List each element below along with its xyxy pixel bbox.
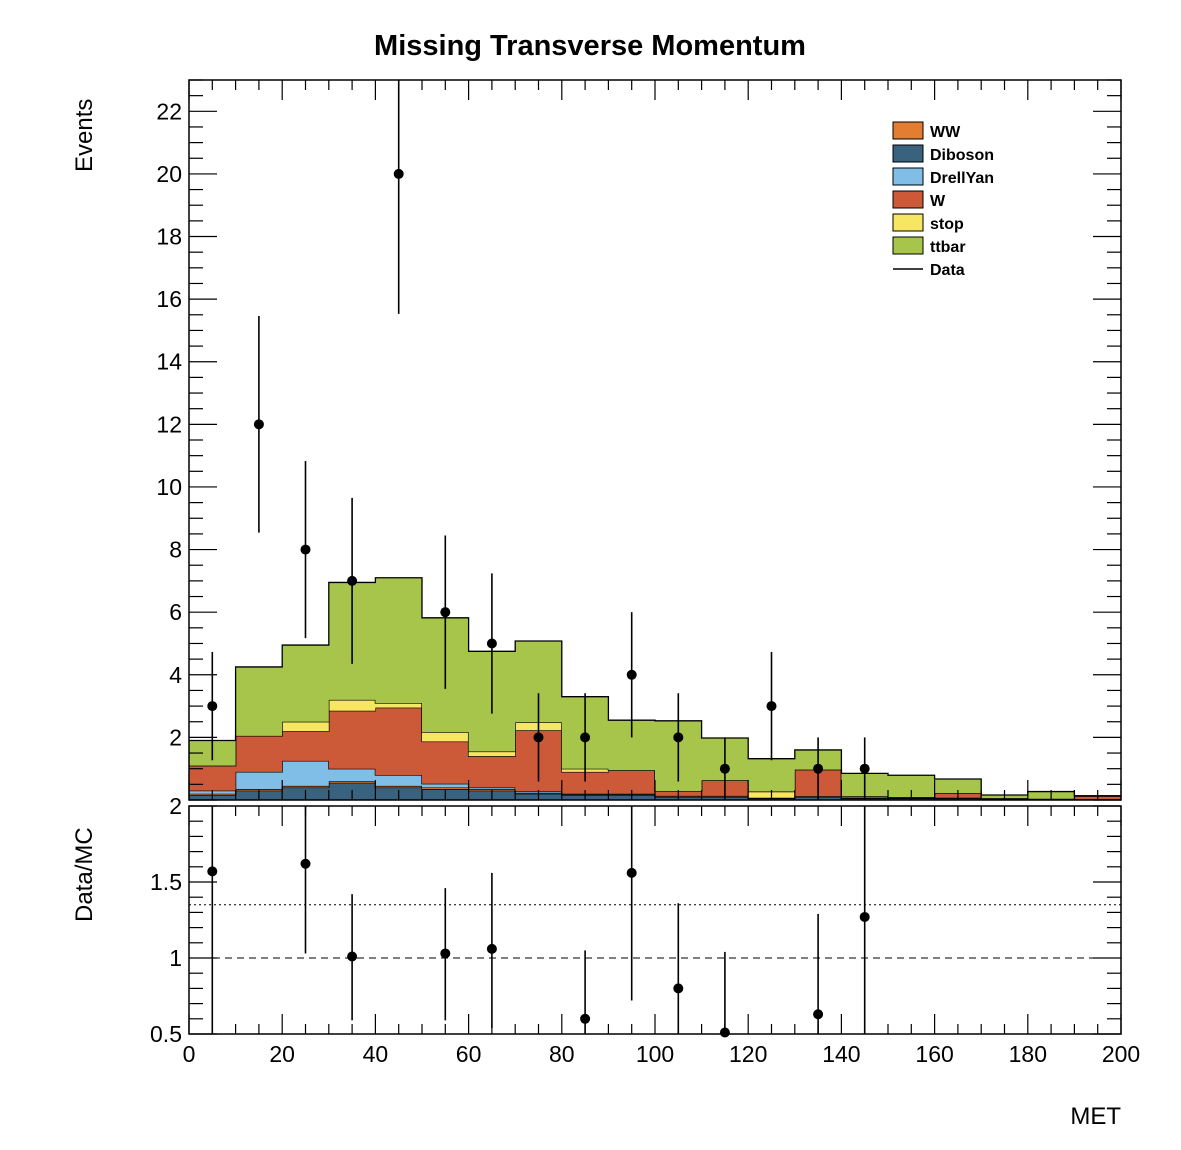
- data-point: [719, 763, 730, 774]
- data-point: [207, 701, 218, 712]
- legend-swatch-ww: [892, 121, 924, 140]
- x-tick-label: 120: [729, 1041, 767, 1067]
- legend-swatch-stop: [892, 213, 924, 232]
- x-tick-label: 180: [1009, 1041, 1047, 1067]
- legend-swatch-ttbar: [892, 236, 924, 255]
- ratio-point: [300, 858, 311, 869]
- x-tick-label: 20: [269, 1041, 295, 1067]
- y-tick-label: 18: [156, 224, 182, 250]
- chart-title: Missing Transverse Momentum: [374, 30, 806, 62]
- ratio-plot-panel: 0.511.520 20 40 60 80 100 120 140 160 180 200: [150, 793, 1140, 1067]
- legend-swatch-drellyan: [892, 167, 924, 186]
- x-tick-label: 80: [549, 1041, 575, 1067]
- y-tick-label: 20: [156, 161, 182, 187]
- ratio-point: [813, 1009, 824, 1020]
- ratio-point: [207, 866, 218, 877]
- data-point: [626, 669, 637, 680]
- legend-label: WW: [930, 124, 961, 141]
- x-tick-label: 100: [636, 1041, 674, 1067]
- ratio-point: [486, 943, 497, 954]
- main-plot-panel: 2 4 6 8 10 12 14 16 18 20 22: [156, 79, 1122, 801]
- data-point: [253, 419, 264, 430]
- ratio-point: [440, 948, 451, 959]
- bottom-frame: [188, 805, 1122, 1035]
- ratio-point: [580, 1013, 591, 1024]
- y-tick-label: 4: [169, 662, 182, 688]
- data-point: [673, 732, 684, 743]
- ratio-y-tick-label: 1.5: [150, 869, 182, 895]
- data-point: [813, 763, 824, 774]
- y-tick-label: 6: [169, 599, 182, 625]
- y-tick-label: 22: [156, 98, 182, 124]
- ratio-point: [347, 951, 358, 962]
- legend-label: Data: [930, 262, 965, 279]
- legend-label: Diboson: [930, 147, 994, 164]
- ratio-y-tick-label: 0.5: [150, 1021, 182, 1047]
- x-tick-label: 40: [363, 1041, 389, 1067]
- x-tick-label: 140: [822, 1041, 860, 1067]
- data-point: [533, 732, 544, 743]
- y-tick-label: 2: [169, 724, 182, 750]
- data-point: [440, 607, 451, 618]
- data-point: [393, 168, 404, 179]
- data-point: [486, 638, 497, 649]
- legend-swatch-diboson: [892, 144, 924, 163]
- y-tick-label: 8: [169, 537, 182, 563]
- legend-label: stop: [930, 216, 964, 233]
- top-y-axis-label: Events: [71, 99, 98, 172]
- x-axis-label: MET: [1070, 1103, 1121, 1130]
- ratio-point: [859, 911, 870, 922]
- y-tick-label: 16: [156, 286, 182, 312]
- ratio-point: [626, 867, 637, 878]
- legend-label: W: [930, 193, 946, 210]
- y-tick-label: 10: [156, 474, 182, 500]
- x-tick-label: 0: [183, 1041, 196, 1067]
- legend-label: DrellYan: [930, 170, 994, 187]
- data-point: [766, 701, 777, 712]
- stack-fill-ttbar: [189, 577, 1121, 799]
- data-point: [580, 732, 591, 743]
- ratio-y-tick-label: 1: [169, 945, 182, 971]
- data-point: [347, 575, 358, 586]
- x-tick-label: 160: [915, 1041, 953, 1067]
- x-tick-label: 60: [456, 1041, 482, 1067]
- legend-swatch-w: [892, 190, 924, 209]
- legend-label: ttbar: [930, 239, 966, 256]
- bottom-y-axis-label: Data/MC: [71, 827, 98, 922]
- y-tick-label: 14: [156, 349, 182, 375]
- ratio-point: [673, 983, 684, 994]
- y-tick-label: 12: [156, 411, 182, 437]
- data-point: [300, 544, 311, 555]
- ratio-y-tick-label: 2: [169, 793, 182, 819]
- data-point: [859, 763, 870, 774]
- x-tick-label: 200: [1102, 1041, 1140, 1067]
